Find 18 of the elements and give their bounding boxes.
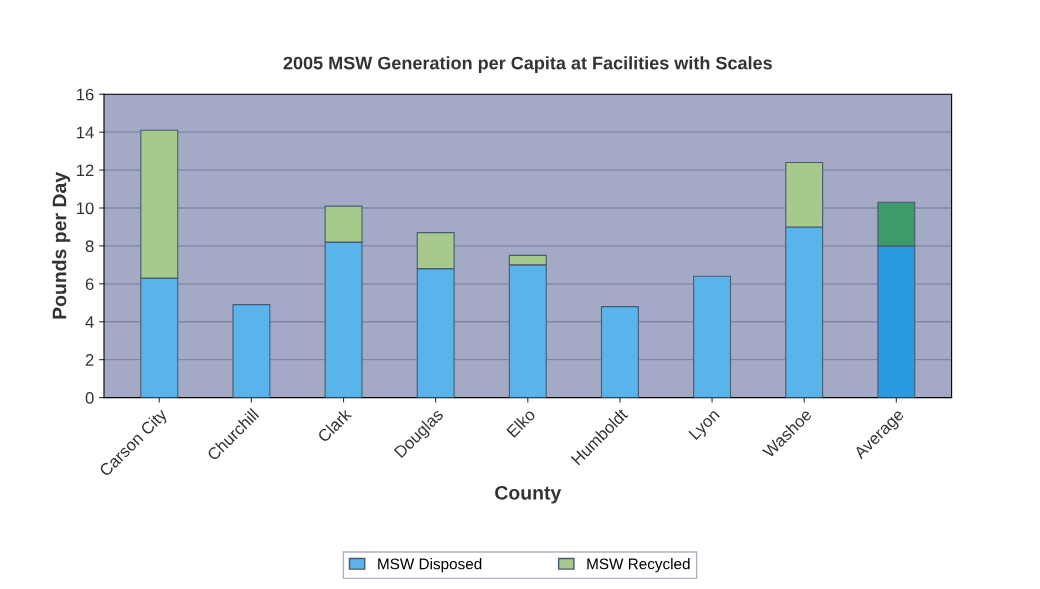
legend-label: MSW Recycled <box>587 558 690 573</box>
y-axis-title: Pounds per Day <box>52 171 71 319</box>
legend-label: MSW Disposed <box>378 558 482 573</box>
y-tick-label: 14 <box>77 126 94 139</box>
bar <box>693 275 732 398</box>
bar <box>600 306 639 398</box>
y-tick-label: 16 <box>77 88 94 101</box>
x-tick-label: Elko <box>505 407 536 438</box>
y-tick-label: 8 <box>85 240 94 253</box>
y-tick-label: 0 <box>85 391 94 404</box>
bar <box>232 304 271 398</box>
y-tick-label: 2 <box>85 354 94 366</box>
y-tick-label: 10 <box>77 202 94 215</box>
x-axis-title: County <box>495 485 562 504</box>
y-tick-label: 6 <box>85 278 94 291</box>
chart-title: 2005 MSW Generation per Capita at Facilities with Scales <box>283 56 772 73</box>
y-tick-label: 4 <box>85 316 94 328</box>
y-tick-label: 12 <box>77 164 94 177</box>
